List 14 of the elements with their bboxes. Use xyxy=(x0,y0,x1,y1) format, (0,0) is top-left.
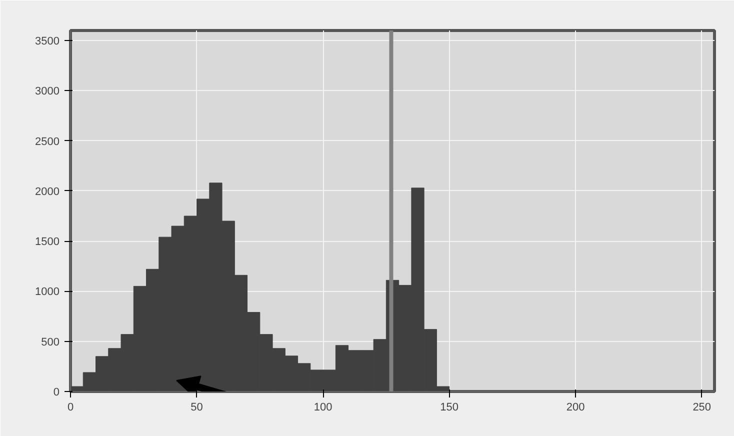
y-tick-label: 1500 xyxy=(35,236,60,248)
y-tick-label: 0 xyxy=(53,386,60,398)
y-tick-label: 1000 xyxy=(35,286,60,298)
y-tick-label: 2000 xyxy=(35,186,60,198)
y-tick-label: 3500 xyxy=(35,36,60,48)
y-tick-label: 2500 xyxy=(35,136,60,148)
x-tick-label: 200 xyxy=(566,402,585,414)
x-tick-label: 0 xyxy=(67,402,74,414)
x-tick-label: 50 xyxy=(190,402,203,414)
y-tick-label: 3000 xyxy=(35,86,60,98)
x-tick-label: 250 xyxy=(692,402,712,414)
x-tick-label: 100 xyxy=(314,402,332,414)
x-tick-label: 150 xyxy=(440,402,459,414)
y-tick-label: 500 xyxy=(41,336,60,348)
